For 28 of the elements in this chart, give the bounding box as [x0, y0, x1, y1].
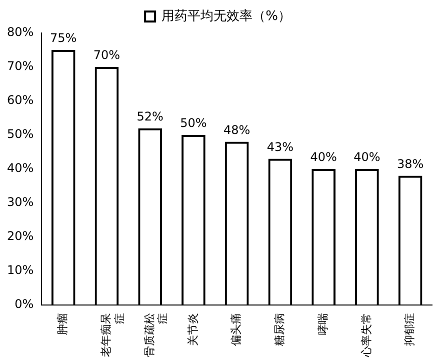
x-tick-label: 抑郁症 — [403, 313, 416, 346]
data-label: 70% — [93, 48, 120, 62]
y-tick-label: 40% — [7, 161, 34, 176]
data-label: 40% — [354, 150, 380, 164]
legend-label: 用药平均无效率（%） — [162, 8, 291, 24]
data-label: 50% — [180, 116, 207, 130]
x-tick-label: 骨质疏松症 — [142, 313, 170, 357]
data-label: 52% — [136, 109, 164, 124]
data-label: 38% — [396, 156, 424, 171]
x-tick-label: 关节炎 — [186, 313, 200, 346]
x-tick-label: 哮喘 — [316, 313, 330, 335]
data-label: 75% — [50, 31, 77, 46]
y-tick-label: 70% — [7, 59, 34, 74]
y-tick-label: 30% — [7, 195, 34, 210]
x-tick-label: 偏头痛 — [230, 313, 243, 346]
data-label: 40% — [310, 150, 337, 164]
y-tick-label: 0% — [14, 297, 34, 312]
y-tick-label: 80% — [7, 25, 34, 40]
x-tick-label: 心率失常 — [360, 313, 373, 358]
y-tick-label: 20% — [7, 229, 34, 244]
y-tick-label: 10% — [7, 263, 34, 278]
data-label: 48% — [224, 122, 250, 137]
y-tick-label: 60% — [7, 93, 34, 108]
x-tick-label: 肿瘤 — [56, 313, 70, 335]
y-tick-label: 50% — [7, 127, 34, 142]
x-tick-label: 老年痴呆症 — [100, 313, 126, 357]
data-label: 43% — [266, 140, 294, 154]
x-tick-label: 糖尿病 — [273, 313, 286, 346]
